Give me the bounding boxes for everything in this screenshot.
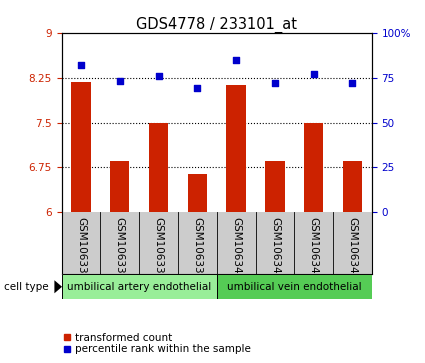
Point [310, 71, 317, 77]
Text: umbilical vein endothelial: umbilical vein endothelial [227, 282, 362, 292]
Point [349, 80, 356, 86]
Bar [62, 274, 217, 299]
Text: umbilical artery endothelial: umbilical artery endothelial [67, 282, 211, 292]
Bar [149, 123, 168, 212]
Bar [343, 162, 362, 212]
Point [233, 57, 240, 62]
Point [194, 85, 201, 91]
Bar [110, 162, 130, 212]
Legend: transformed count, percentile rank within the sample: transformed count, percentile rank withi… [62, 333, 251, 354]
Point [272, 80, 278, 86]
Text: GSM1063407: GSM1063407 [309, 217, 319, 287]
Text: GSM1063406: GSM1063406 [270, 217, 280, 287]
Text: GSM1063408: GSM1063408 [348, 217, 357, 287]
Point [116, 78, 123, 84]
Point [155, 73, 162, 79]
Text: GSM1063399: GSM1063399 [193, 217, 202, 287]
Bar [265, 162, 285, 212]
Bar [304, 123, 323, 212]
Text: GSM1063405: GSM1063405 [231, 217, 241, 287]
Bar [188, 174, 207, 212]
Text: cell type: cell type [4, 282, 49, 292]
Text: GSM1063398: GSM1063398 [153, 217, 164, 287]
Bar [217, 274, 372, 299]
Text: GSM1063397: GSM1063397 [115, 217, 125, 287]
Bar [71, 82, 91, 212]
Bar [227, 85, 246, 212]
Title: GDS4778 / 233101_at: GDS4778 / 233101_at [136, 16, 297, 33]
Point [78, 62, 85, 68]
Text: GSM1063396: GSM1063396 [76, 217, 86, 287]
